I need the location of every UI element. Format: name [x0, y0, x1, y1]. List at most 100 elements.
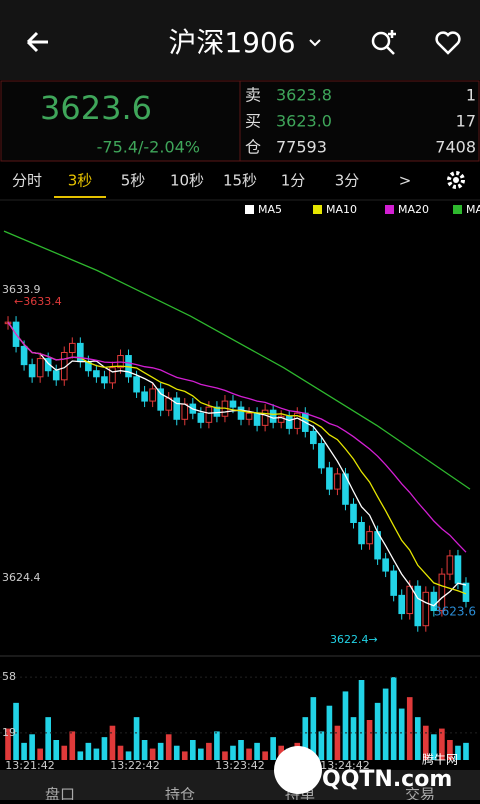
candle: [253, 412, 261, 426]
nav-tab[interactable]: 持仓: [165, 786, 195, 804]
candle: [454, 555, 462, 584]
volume-bar: [77, 751, 84, 760]
search-icon[interactable]: [371, 30, 396, 55]
candle: [133, 376, 140, 393]
nav-tab[interactable]: 交易: [405, 786, 435, 804]
volume-bar: [61, 745, 68, 760]
volume-bar: [278, 745, 285, 760]
candle: [149, 388, 156, 402]
candle: [101, 376, 108, 384]
settings-icon[interactable]: [447, 171, 465, 189]
ma-line: [7, 321, 467, 595]
period-tab[interactable]: 15秒: [223, 172, 257, 190]
candle: [269, 409, 277, 423]
back-button[interactable]: [26, 31, 48, 53]
candle: [109, 367, 116, 384]
candle: [44, 358, 52, 372]
volume-bar: [222, 751, 228, 760]
candle: [20, 345, 28, 366]
volume-bar: [390, 677, 397, 760]
candle: [398, 594, 406, 615]
volume-bar: [455, 745, 461, 760]
book-qty: 17: [456, 112, 476, 131]
volume-bar: [45, 717, 52, 760]
volume-bar: [318, 731, 325, 760]
candle: [334, 473, 341, 490]
volume-bar: [189, 740, 196, 760]
candle: [318, 443, 325, 469]
dropdown-icon[interactable]: [309, 39, 321, 47]
nav-tab[interactable]: 盘口: [45, 786, 75, 804]
volume-bar: [5, 728, 11, 760]
volume-bar: [382, 688, 389, 760]
volume-bar: [238, 740, 244, 760]
volume-bar: [358, 680, 365, 760]
period-tab[interactable]: 分时: [12, 172, 42, 190]
candle: [285, 415, 293, 429]
volume-bar: [173, 745, 180, 760]
title[interactable]: 沪深1906: [168, 26, 295, 59]
candle: [366, 531, 373, 545]
volume-bar: [133, 717, 140, 760]
price-label: 3633.9: [2, 283, 41, 296]
candle: [261, 409, 269, 426]
candle: [406, 585, 414, 615]
watermark-brand: QQTN.com: [322, 767, 452, 792]
last-price-tag: 3623.6: [434, 605, 476, 619]
volume-bar: [422, 725, 429, 760]
volume-bar: [117, 745, 124, 760]
period-tab[interactable]: 1分: [281, 172, 306, 190]
volume-bar: [69, 731, 76, 760]
book-label: 买: [245, 112, 261, 131]
volume-bar: [198, 748, 204, 760]
price-marker: ←3633.4: [14, 295, 62, 308]
volume-bar: [326, 705, 333, 760]
favorite-icon[interactable]: [435, 31, 461, 55]
time-label: 13:23:42: [215, 759, 264, 772]
volume-bar: [246, 748, 252, 760]
period-tab[interactable]: 5秒: [121, 172, 146, 190]
volume-bar: [93, 748, 100, 760]
period-tab[interactable]: 3分: [335, 172, 360, 190]
candle: [157, 388, 164, 411]
volume-bar: [398, 708, 405, 760]
candle: [358, 522, 365, 545]
candle: [28, 364, 36, 378]
volume-tick: 19: [2, 726, 16, 739]
volume-bar: [37, 748, 43, 760]
period-tab[interactable]: >: [399, 172, 412, 190]
book-qty: 1: [466, 86, 476, 105]
ma-line: [7, 321, 467, 607]
volume-bar: [334, 725, 341, 760]
volume-bar: [29, 734, 35, 760]
volume-bar: [342, 691, 349, 760]
volume-bar: [406, 697, 413, 760]
candle: [205, 406, 213, 423]
candle: [293, 412, 301, 429]
candle: [326, 467, 333, 490]
volume-bar: [141, 740, 148, 760]
legend-swatch: [313, 205, 322, 214]
candle: [181, 403, 189, 420]
period-tab[interactable]: 3秒: [68, 172, 93, 190]
time-label: 13:24:42: [320, 759, 369, 772]
candle: [446, 555, 454, 575]
price-change: -75.4/-2.04%: [97, 138, 200, 157]
volume-bar: [447, 740, 453, 760]
candle: [52, 370, 60, 381]
period-tab[interactable]: 10秒: [170, 172, 204, 190]
book-price: 3623.8: [276, 86, 332, 105]
candle: [141, 391, 148, 402]
watermark-logo: [274, 746, 322, 794]
volume-bar: [366, 720, 373, 760]
candle: [277, 415, 285, 423]
volume-bar: [21, 742, 27, 760]
legend-swatch: [385, 205, 394, 214]
candle: [197, 412, 205, 423]
volume-bar: [463, 742, 469, 760]
candle: [237, 406, 245, 420]
legend-label: MA20: [398, 203, 429, 216]
volume-bar: [310, 697, 317, 760]
candle: [414, 585, 422, 627]
